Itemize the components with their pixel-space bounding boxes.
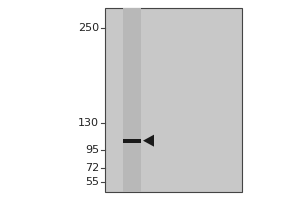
Bar <box>123 139 141 143</box>
Polygon shape <box>143 135 154 147</box>
Text: MDA-MB435: MDA-MB435 <box>138 0 209 3</box>
Text: 250: 250 <box>78 23 99 33</box>
Bar <box>242 0 300 200</box>
Text: 95: 95 <box>85 145 99 155</box>
Text: 72: 72 <box>85 163 99 173</box>
Text: 130: 130 <box>78 118 99 128</box>
Bar <box>123 8 141 192</box>
Bar <box>0 0 105 200</box>
Bar <box>105 8 242 192</box>
Text: 55: 55 <box>85 177 99 187</box>
